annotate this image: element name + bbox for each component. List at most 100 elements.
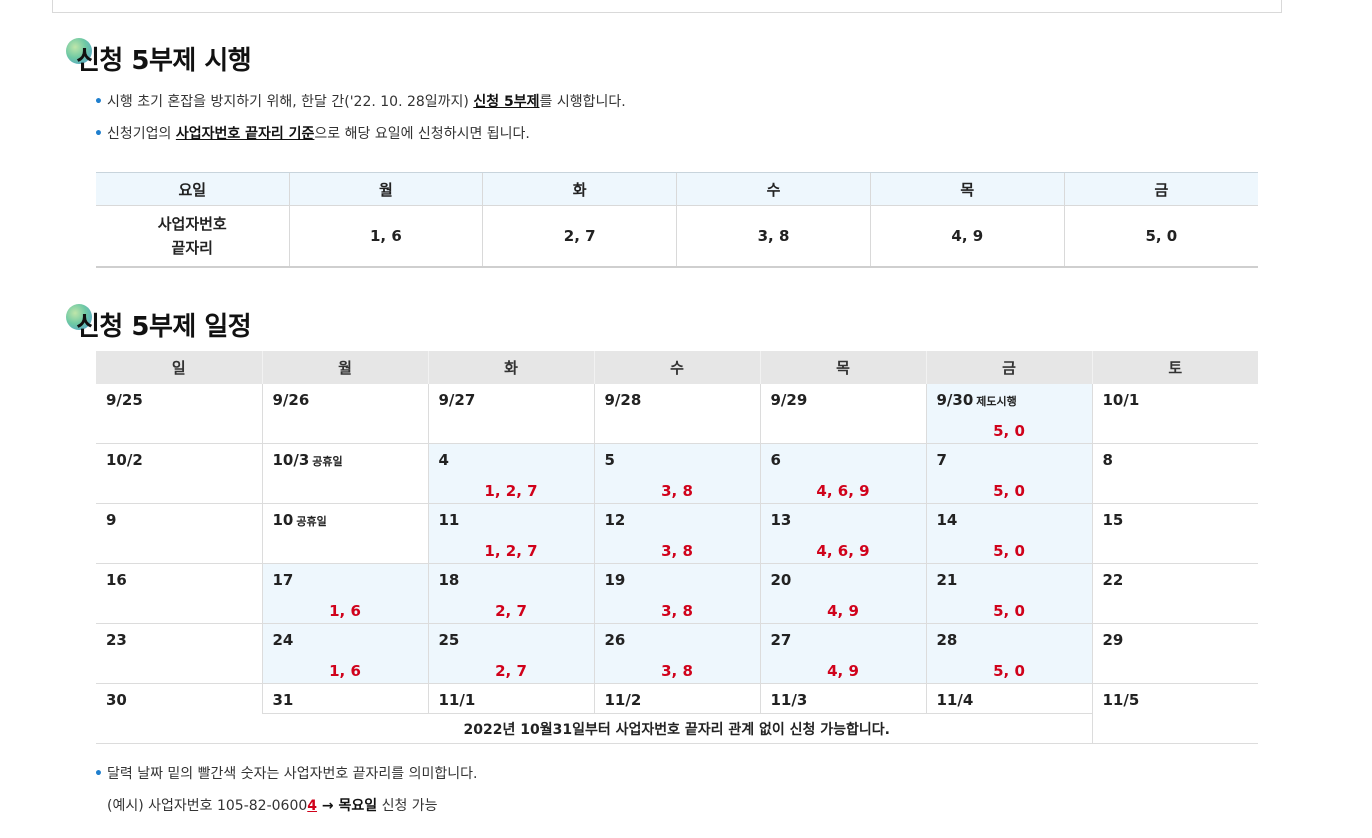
example-text: 신청 가능: [377, 798, 438, 814]
calendar-day-cell: 21 5, 0: [925, 563, 1092, 624]
digits-thu: 4, 9: [869, 205, 1065, 268]
day-digits: 1, 6: [329, 662, 361, 680]
calendar-day-cell: 8: [1091, 443, 1258, 504]
day-number: 19: [604, 571, 626, 589]
calendar-day-cell: 31: [261, 683, 428, 714]
day-date: 13: [771, 511, 792, 529]
day-number: 22: [1102, 571, 1124, 589]
calendar-day-cell: 4 1, 2, 7: [427, 443, 594, 504]
calendar-day-cell: 10/3 공휴일: [261, 443, 428, 504]
day-digits: 5, 0: [993, 662, 1025, 680]
calendar-day-cell: 27 4, 9: [759, 623, 926, 684]
text: 시행 초기 혼잡을 방지하기 위해, 한달 간('22. 10. 28일까지): [107, 94, 474, 110]
col-header-fri: 금: [1063, 172, 1258, 206]
day-digits: 2, 7: [495, 602, 527, 620]
circle-bullet-icon: [66, 38, 92, 64]
section-title-text: 신청 5부제 일정: [76, 312, 252, 342]
day-number: 30: [106, 691, 127, 709]
day-digits: 4, 6, 9: [816, 542, 870, 560]
calendar-day-cell: 9/30 제도시행 5, 0: [925, 384, 1092, 444]
calendar-day-cell: 9/26: [261, 384, 428, 444]
day-date: 9/26: [273, 391, 310, 409]
day-number: 20: [770, 571, 792, 589]
day-digits: 5, 0: [993, 542, 1025, 560]
day-digits: 3, 8: [661, 482, 693, 500]
col-header-mon: 월: [288, 172, 483, 206]
day-number: 9/25: [106, 391, 143, 409]
day-number: 28: [936, 631, 958, 649]
day-date: 24: [273, 631, 294, 649]
table-header-row: 요일 월 화 수 목 금: [96, 172, 1258, 206]
row-label-line: 사업자번호: [157, 215, 227, 233]
day-number: 4: [438, 451, 449, 469]
example-text: (예시) 사업자번호 105-82-0600: [107, 798, 308, 814]
day-digits: 4, 6, 9: [816, 482, 870, 500]
calendar-day-cell: 25 2, 7: [427, 623, 594, 684]
day-number: 11/1: [438, 691, 476, 709]
day-date: 11/2: [605, 691, 642, 709]
calendar-day-cell: 10 공휴일: [261, 503, 428, 564]
day-digits: 3, 8: [661, 602, 693, 620]
day-date: 5: [605, 451, 615, 469]
circle-bullet-icon: [66, 304, 92, 330]
calendar-week-row: 16 17 1, 6 18 2, 7 19 3, 8 20 4, 9 21 5, 0 22: [96, 563, 1258, 624]
table-row: 사업자번호 끝자리 1, 6 2, 7 3, 8 4, 9 5, 0: [96, 205, 1258, 268]
day-number: 21: [936, 571, 958, 589]
day-date: 19: [605, 571, 626, 589]
day-tag: 공휴일: [312, 455, 343, 468]
day-number: 11/5: [1102, 691, 1140, 709]
calendar-day-cell: 9/27: [427, 384, 594, 444]
day-date: 11/4: [937, 691, 974, 709]
day-number: 15: [1102, 511, 1124, 529]
day-number: 10: [272, 511, 294, 529]
day-date: 26: [605, 631, 626, 649]
calendar-day-cell: 14 5, 0: [925, 503, 1092, 564]
calendar-day-cell: 16: [96, 563, 262, 624]
calendar-day-cell: 6 4, 6, 9: [759, 443, 926, 504]
top-container-edge: [52, 0, 1282, 13]
calendar-day-cell: 9: [96, 503, 262, 564]
day-number: 8: [1102, 451, 1113, 469]
day-number: 9/29: [770, 391, 808, 409]
day-date: 21: [937, 571, 958, 589]
digits-tue: 2, 7: [482, 205, 677, 268]
section-five-day-rule: 신청 5부제 시행 • 시행 초기 혼잡을 방지하기 위해, 한달 간('22.…: [64, 38, 626, 150]
day-number: 7: [936, 451, 947, 469]
five-day-rule-table: 요일 월 화 수 목 금 사업자번호 끝자리 1, 6 2, 7 3, 8 4, …: [96, 172, 1258, 268]
day-date: 9/28: [605, 391, 642, 409]
calendar-day-cell: 11/5: [1091, 683, 1258, 744]
digits-fri: 5, 0: [1063, 205, 1258, 268]
day-date: 10 공휴일: [273, 511, 327, 529]
col-header-weekday: 요일: [96, 172, 289, 206]
day-tag: 공휴일: [296, 515, 327, 528]
day-date: 4: [439, 451, 449, 469]
day-number: 16: [106, 571, 127, 589]
example-digit: 4: [307, 798, 318, 814]
calendar-day-cell: 11/1: [427, 683, 594, 714]
calendar-body: 9/25 9/26 9/27 9/28 9/29 9/30 제도시행 5, 0 10/1 10/2…: [96, 384, 1258, 744]
day-date: 11/1: [439, 691, 476, 709]
calendar-day-cell: 17 1, 6: [261, 563, 428, 624]
footer-list: • 달력 날짜 밑의 빨간색 숫자는 사업자번호 끝자리를 의미합니다.: [64, 758, 477, 790]
day-digits: 4, 9: [827, 602, 859, 620]
day-digits: 1, 2, 7: [484, 482, 538, 500]
day-number: 9: [106, 511, 117, 529]
calendar-day-cell: 9/28: [593, 384, 760, 444]
day-digits: 4, 9: [827, 662, 859, 680]
day-date: 11/5: [1103, 691, 1140, 709]
day-number: 10/1: [1102, 391, 1140, 409]
day-number: 9/28: [604, 391, 642, 409]
text: 신청기업의: [107, 126, 176, 142]
day-number: 9/27: [438, 391, 476, 409]
weekday-header-sat: 토: [1091, 351, 1258, 384]
day-number: 9/26: [272, 391, 310, 409]
day-date: 23: [106, 631, 127, 649]
text: 으로 해당 요일에 신청하시면 됩니다.: [314, 126, 530, 142]
row-label: 사업자번호 끝자리: [96, 205, 289, 268]
footer-item: • 달력 날짜 밑의 빨간색 숫자는 사업자번호 끝자리를 의미합니다.: [64, 758, 477, 790]
weekday-header-sun: 일: [96, 351, 262, 384]
bullet-dot-icon: •: [94, 94, 103, 110]
day-digits: 5, 0: [993, 482, 1025, 500]
calendar-day-cell: 5 3, 8: [593, 443, 760, 504]
calendar-day-cell: 28 5, 0: [925, 623, 1092, 684]
